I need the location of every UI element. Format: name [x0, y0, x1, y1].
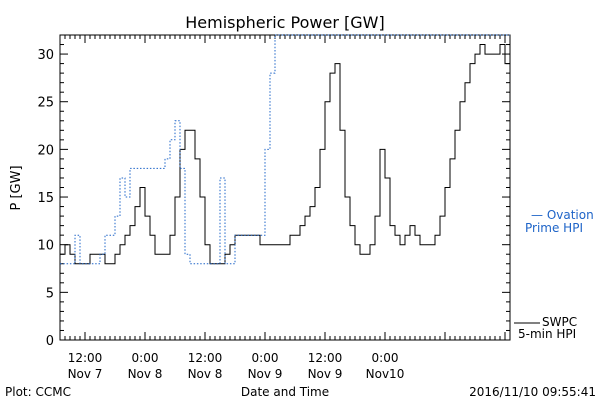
- series-layer: [60, 34, 511, 265]
- swpc-hpi-line: [60, 44, 511, 265]
- y-tick-label: 0: [46, 334, 54, 349]
- x-tick-label-time: 12:00: [68, 351, 103, 365]
- y-tick-label: 15: [37, 191, 54, 206]
- x-tick-label-date: Nov 7: [68, 367, 103, 381]
- x-tick-label-date: Nov 8: [128, 367, 163, 381]
- legend-swpc-line2: 5-min HPI: [518, 327, 576, 341]
- x-tick-label-date: Nov 9: [308, 367, 343, 381]
- y-tick-label: 25: [37, 96, 54, 111]
- legend-ovation-line2: Prime HPI: [525, 221, 583, 235]
- x-tick-label-date: Nov 9: [248, 367, 283, 381]
- y-tick-label: 5: [46, 286, 54, 301]
- x-tick-label-time: 0:00: [132, 351, 159, 365]
- x-tick-label-time: 12:00: [308, 351, 343, 365]
- x-tick-label-time: 0:00: [252, 351, 279, 365]
- y-axis: 0 5 10 15 20 25 30: [37, 34, 510, 349]
- plot-frame: [59, 34, 511, 341]
- plot-source: Plot: CCMC: [5, 385, 71, 399]
- legend-swpc-line1: SWPC: [542, 315, 577, 329]
- legend-ovation-line1: — Ovation: [531, 208, 594, 222]
- y-tick-label: 10: [37, 239, 54, 254]
- x-tick-label-date: Nov 8: [188, 367, 223, 381]
- y-axis-label: P [GW]: [9, 165, 24, 210]
- x-tick-label-date: Nov10: [366, 367, 405, 381]
- x-axis: 12:00 Nov 7 0:00 Nov 8 12:00 Nov 8 0:00 Nov 9 12…: [59, 35, 511, 381]
- x-axis-label: Date and Time: [241, 385, 329, 399]
- plot-timestamp: 2016/11/10 09:55:41: [469, 385, 596, 399]
- y-tick-label: 20: [37, 143, 54, 158]
- y-tick-label: 30: [37, 48, 54, 63]
- chart-title: Hemispheric Power [GW]: [185, 13, 384, 32]
- x-tick-label-time: 12:00: [188, 351, 223, 365]
- x-tick-label-time: 0:00: [372, 351, 399, 365]
- ovation-prime-line: [60, 34, 510, 265]
